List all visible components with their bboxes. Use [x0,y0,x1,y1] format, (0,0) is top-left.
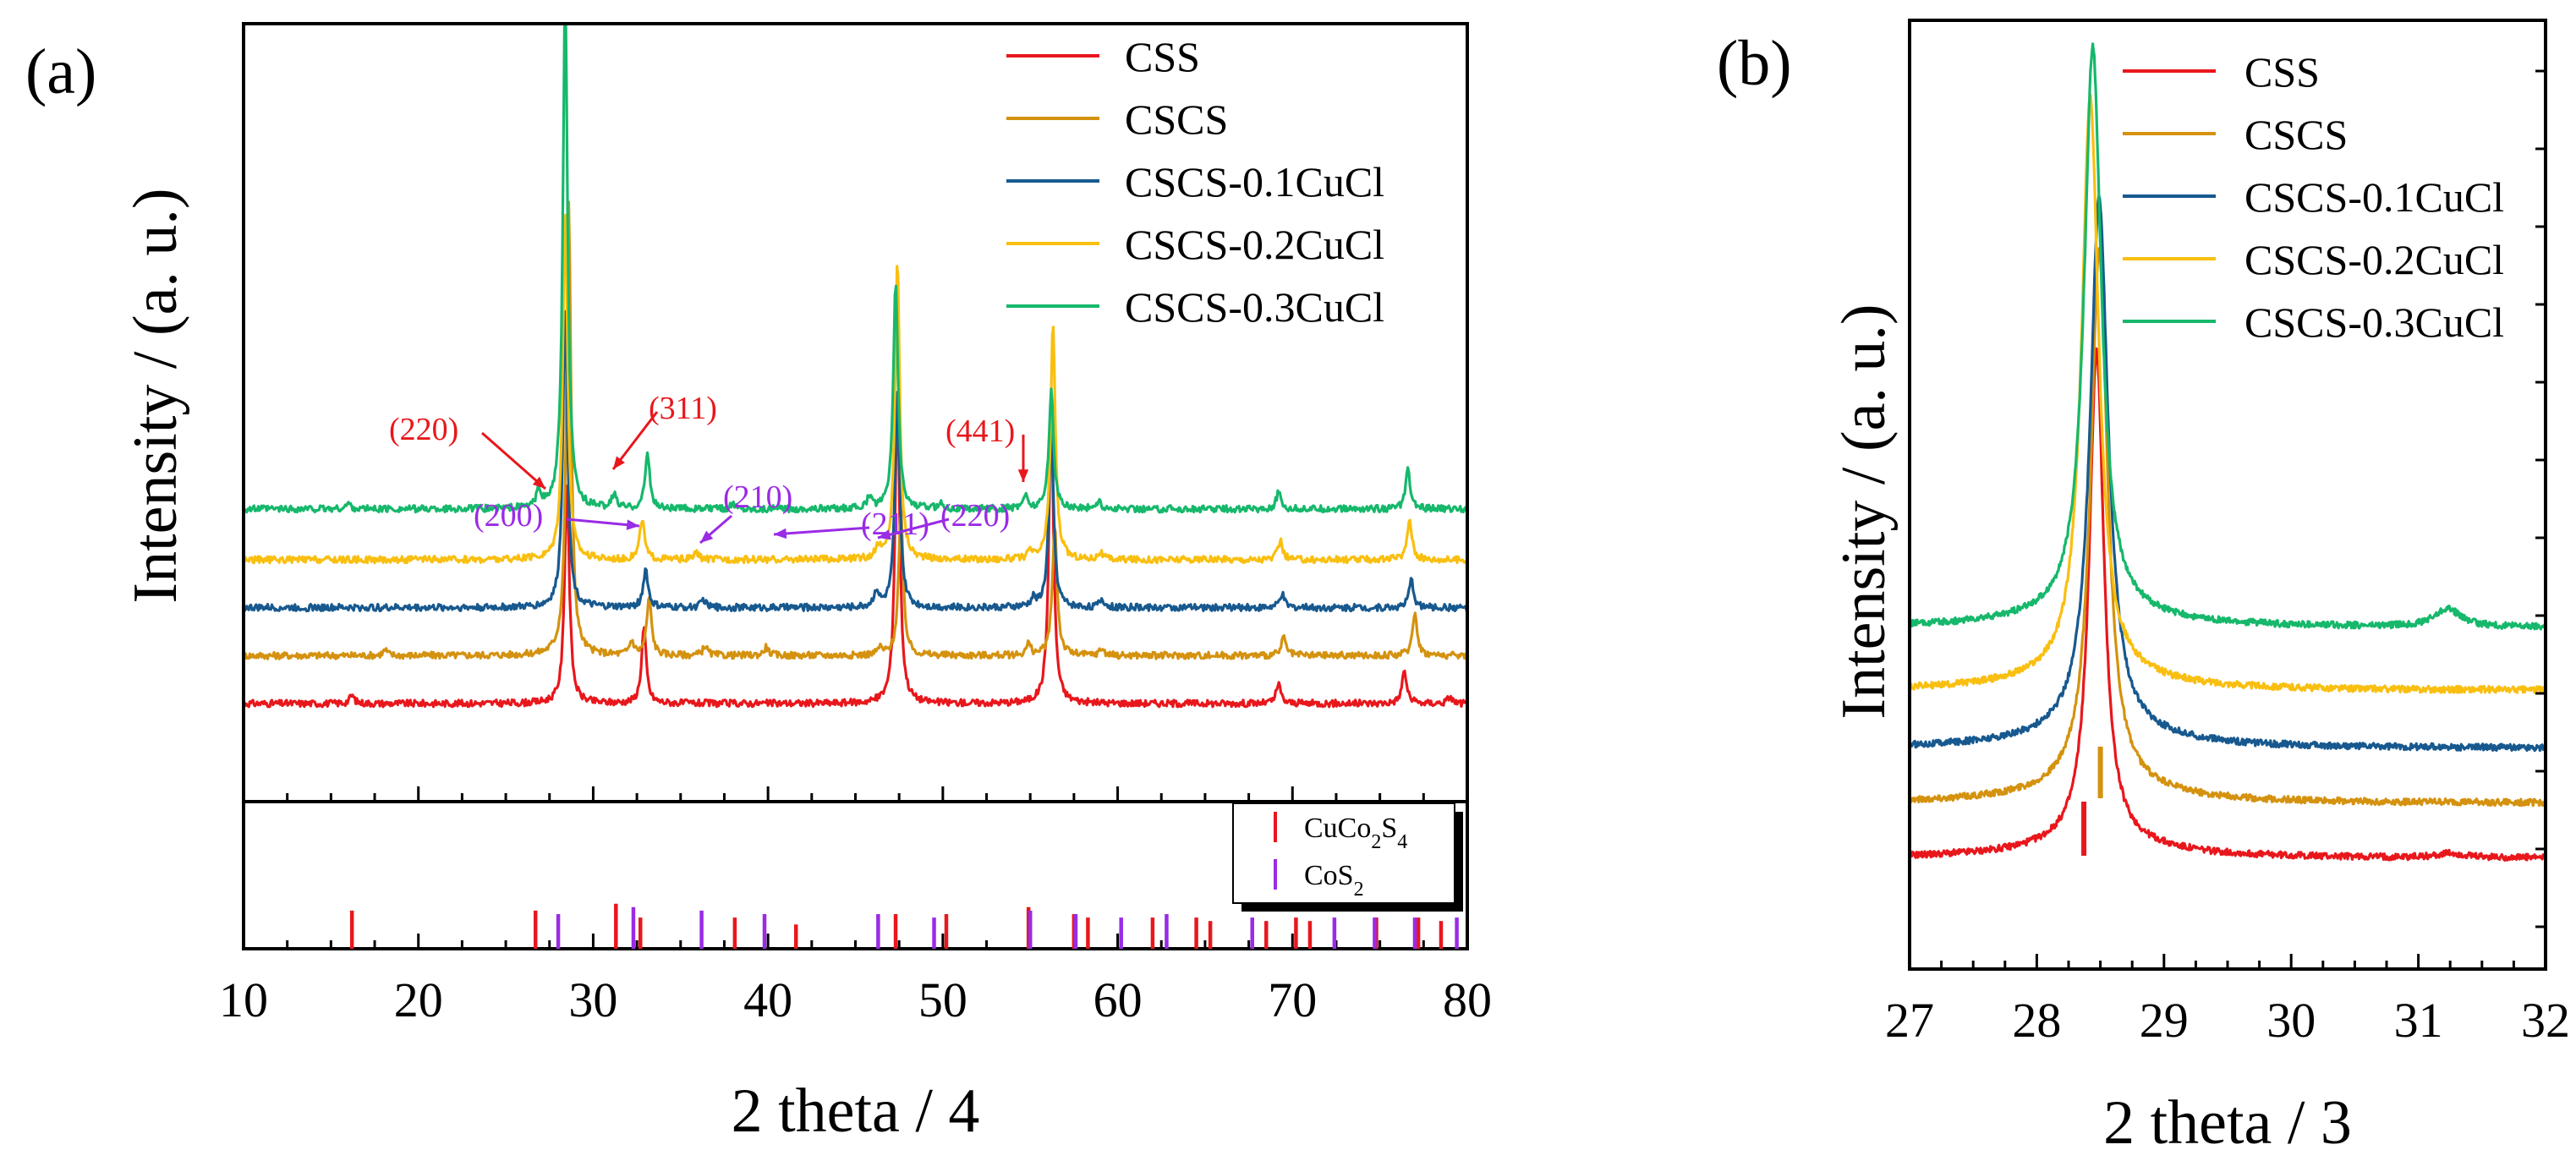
peak-annotation: (311) [649,391,717,426]
x-axis-label-a: 2 theta / 4 [732,1076,980,1146]
legend-label-b: CSS [2244,48,2320,96]
legend-label-b: CSCS-0.3CuCl [2244,298,2504,346]
reference-legend-label: CuCo2S4 [1304,813,1407,853]
x-tick-label-a: 50 [918,972,967,1027]
series-line-b-cscs-0.1cucl [1910,194,2546,753]
legend-label-a: CSS [1125,33,1200,80]
series-line-a-cscs-0.3cucl [244,24,1467,514]
legend-label-b: CSCS [2244,111,2348,158]
x-tick-label-a: 60 [1093,972,1143,1027]
annotation-arrow [773,526,870,536]
y-axis-label-a: Intensity / (a. u.) [121,188,190,603]
traces-a [244,24,1467,709]
annotation-arrowhead [700,530,714,543]
legend-label-a: CSCS-0.2CuCl [1125,221,1384,268]
x-axis-label-b: 2 theta / 3 [2103,1088,2352,1158]
x-tick-label-b: 30 [2266,993,2316,1048]
panel-label-b: (b) [1717,28,1792,99]
x-tick-label-a: 20 [394,972,443,1027]
panel-a: 10 20 30 40 50 60 70 80CuCo2S4CoS2CSSCSCSCSCS-0… [25,22,1492,1146]
series-line-a-cscs-0.1cucl [244,309,1467,613]
x-tick-label-a: 10 [219,972,268,1027]
annotation-arrowhead [626,519,639,530]
peak-annotation: (220) [940,498,1010,534]
annotation-arrowhead [878,529,891,540]
panel-label-a: (a) [25,36,96,107]
series-line-a-css [244,395,1467,709]
peak-annotation: (200) [474,498,543,534]
series-line-a-cscs-0.2cucl [244,213,1467,565]
reference-legend-label-part: CoS [1304,860,1354,891]
reference-legend-box [1232,802,1455,904]
x-tick-label-b: 28 [2012,993,2061,1048]
peak-annotation: (441) [945,413,1015,449]
reference-legend-label-part: 2 [1371,831,1381,853]
plot-frame-b [1908,19,2547,971]
x-tick-label-b: 29 [2140,993,2189,1048]
legend-label-a: CSCS-0.1CuCl [1125,158,1384,205]
y-axis-label-b: Intensity / (a. u.) [1829,304,1899,719]
annotation-arrowhead [613,456,625,469]
series-line-b-css [1910,347,2546,862]
reference-legend-label-part: CuCo [1304,813,1371,844]
series-line-a-cscs [244,200,1467,660]
x-tick-label-a: 40 [743,972,792,1027]
x-tick-label-a: 30 [568,972,617,1027]
series-line-b-cscs-0.3cucl [1910,42,2546,631]
reference-legend-label: CoS2 [1304,860,1364,901]
series-line-b-cscs-0.2cucl [1910,93,2546,694]
annotation-arrow [481,431,546,490]
legend-label-a: CSCS-0.3CuCl [1125,283,1384,331]
peak-annotation: (211) [861,507,929,542]
x-tick-label-b: 32 [2521,993,2570,1048]
traces-b [1910,42,2546,862]
reference-legend-label-part: 2 [1354,879,1364,901]
legend-label-a: CSCS [1125,96,1228,143]
series-line-b-cscs [1910,247,2546,808]
x-tick-label-b: 31 [2394,993,2443,1048]
annotation-arrowhead [1017,469,1029,482]
legend-label-b: CSCS-0.2CuCl [2244,236,2504,283]
annotation-arrowhead [532,476,545,489]
peak-annotation: (220) [389,412,458,447]
annotation-arrowhead [774,528,787,539]
x-tick-label-a: 80 [1443,972,1492,1027]
panel-b: 27 28 29 30 31 32 CSS CSCS CSCS-0.1CuCl CSCS-0.2C… [1717,19,2570,1158]
reference-legend-label-part: S [1381,813,1397,844]
x-tick-label-a: 70 [1268,972,1317,1027]
reference-legend-label-part: 4 [1397,831,1407,853]
x-tick-label-b: 27 [1885,993,1934,1048]
peak-annotation: (210) [723,479,792,515]
legend-label-b: CSCS-0.1CuCl [2244,173,2504,221]
